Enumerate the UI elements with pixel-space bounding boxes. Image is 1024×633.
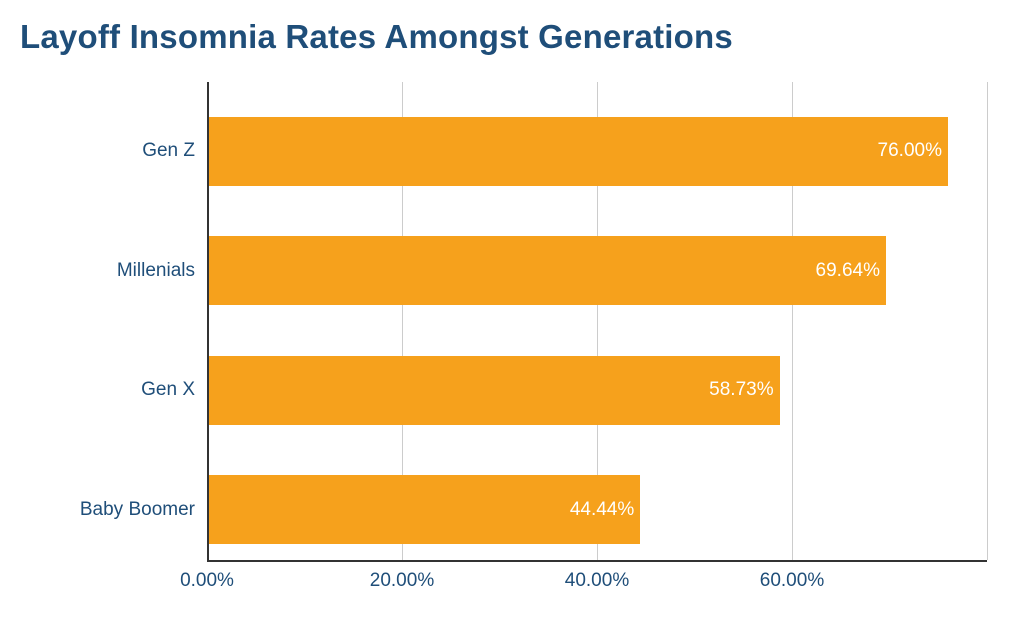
- x-axis-tick-label: 0.00%: [180, 560, 234, 592]
- y-axis-category-label: Millenials: [117, 260, 207, 282]
- chart-title: Layoff Insomnia Rates Amongst Generation…: [20, 18, 1004, 56]
- y-axis-category-label: Gen X: [141, 379, 207, 401]
- chart-container: Layoff Insomnia Rates Amongst Generation…: [0, 0, 1024, 633]
- bar-value-label: 76.00%: [878, 140, 942, 162]
- x-axis-tick-label: 20.00%: [370, 560, 434, 592]
- y-axis-line: [207, 82, 209, 560]
- bar-value-label: 69.64%: [816, 260, 880, 282]
- y-axis-category-label: Baby Boomer: [80, 499, 207, 521]
- bar: 69.64%: [207, 236, 886, 305]
- bar: 76.00%: [207, 117, 948, 186]
- bar-value-label: 58.73%: [709, 379, 773, 401]
- y-axis-category-label: Gen Z: [142, 140, 207, 162]
- bar: 44.44%: [207, 475, 640, 544]
- x-axis-tick-label: 40.00%: [565, 560, 629, 592]
- bar-value-label: 44.44%: [570, 499, 634, 521]
- plot-area: 76.00%Gen Z69.64%Millenials58.73%Gen X44…: [207, 82, 987, 560]
- bar: 58.73%: [207, 356, 780, 425]
- x-axis-tick-label: 60.00%: [760, 560, 824, 592]
- gridline: [987, 82, 988, 560]
